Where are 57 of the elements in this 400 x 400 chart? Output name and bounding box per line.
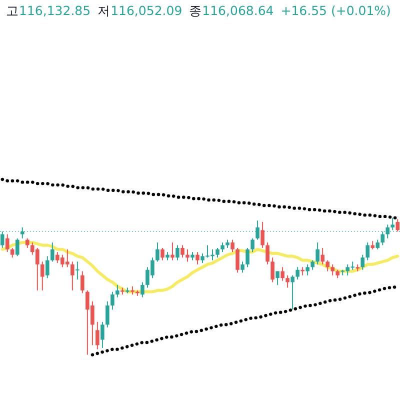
candlestick (310, 260, 314, 270)
candlestick (46, 256, 50, 279)
text: 종116,068.64 (189, 3, 274, 18)
candlestick (390, 217, 394, 231)
candlestick (20, 226, 24, 239)
candlestick (230, 239, 234, 253)
candlestick (330, 264, 334, 276)
candlestick (280, 266, 284, 282)
candlestick (376, 239, 380, 250)
text: 고116,132.85 (6, 3, 91, 18)
candlestick (160, 247, 164, 261)
candlestick (256, 220, 260, 240)
candlestick (170, 242, 174, 261)
candlestick (270, 257, 274, 283)
candlestick (276, 270, 280, 286)
candlestick (156, 242, 160, 262)
candlestick (386, 224, 390, 239)
candlestick (40, 261, 44, 291)
candlestick (250, 238, 254, 253)
candlestick (50, 242, 54, 262)
candlestick (16, 238, 20, 257)
candlestick (196, 252, 200, 265)
candlestick (320, 247, 324, 265)
candlestick (180, 244, 184, 258)
candlestick (116, 284, 120, 298)
candlestick (6, 234, 10, 253)
candlestick (296, 266, 300, 280)
candlestick (326, 260, 330, 272)
candlestick (240, 261, 244, 274)
candlestick (380, 231, 384, 246)
text: +16.55 (+0.01%) (280, 3, 391, 18)
candlestick (110, 291, 114, 310)
candlestick (220, 242, 224, 253)
candlestick (260, 221, 264, 248)
candlestick (186, 248, 190, 262)
candlestick (96, 321, 100, 350)
candlestick (316, 242, 320, 265)
candlestick (10, 247, 14, 258)
candlestick (360, 254, 364, 270)
candlestick (140, 282, 144, 298)
candlestick (216, 247, 220, 258)
candlestick (26, 238, 30, 248)
candlestick (106, 300, 110, 328)
candlestick (70, 261, 74, 291)
candlestick (306, 264, 310, 276)
candlestick (76, 261, 80, 280)
candlestick (246, 247, 250, 268)
candlestick (366, 242, 370, 261)
candlestick (236, 247, 240, 274)
candlestick (0, 231, 4, 248)
candlestick (80, 270, 84, 294)
candlestick (286, 274, 290, 288)
candlestick (176, 244, 180, 261)
candlestick (290, 274, 294, 310)
candlestick (100, 321, 104, 348)
candlestick (396, 218, 400, 232)
candlestick (266, 242, 270, 265)
